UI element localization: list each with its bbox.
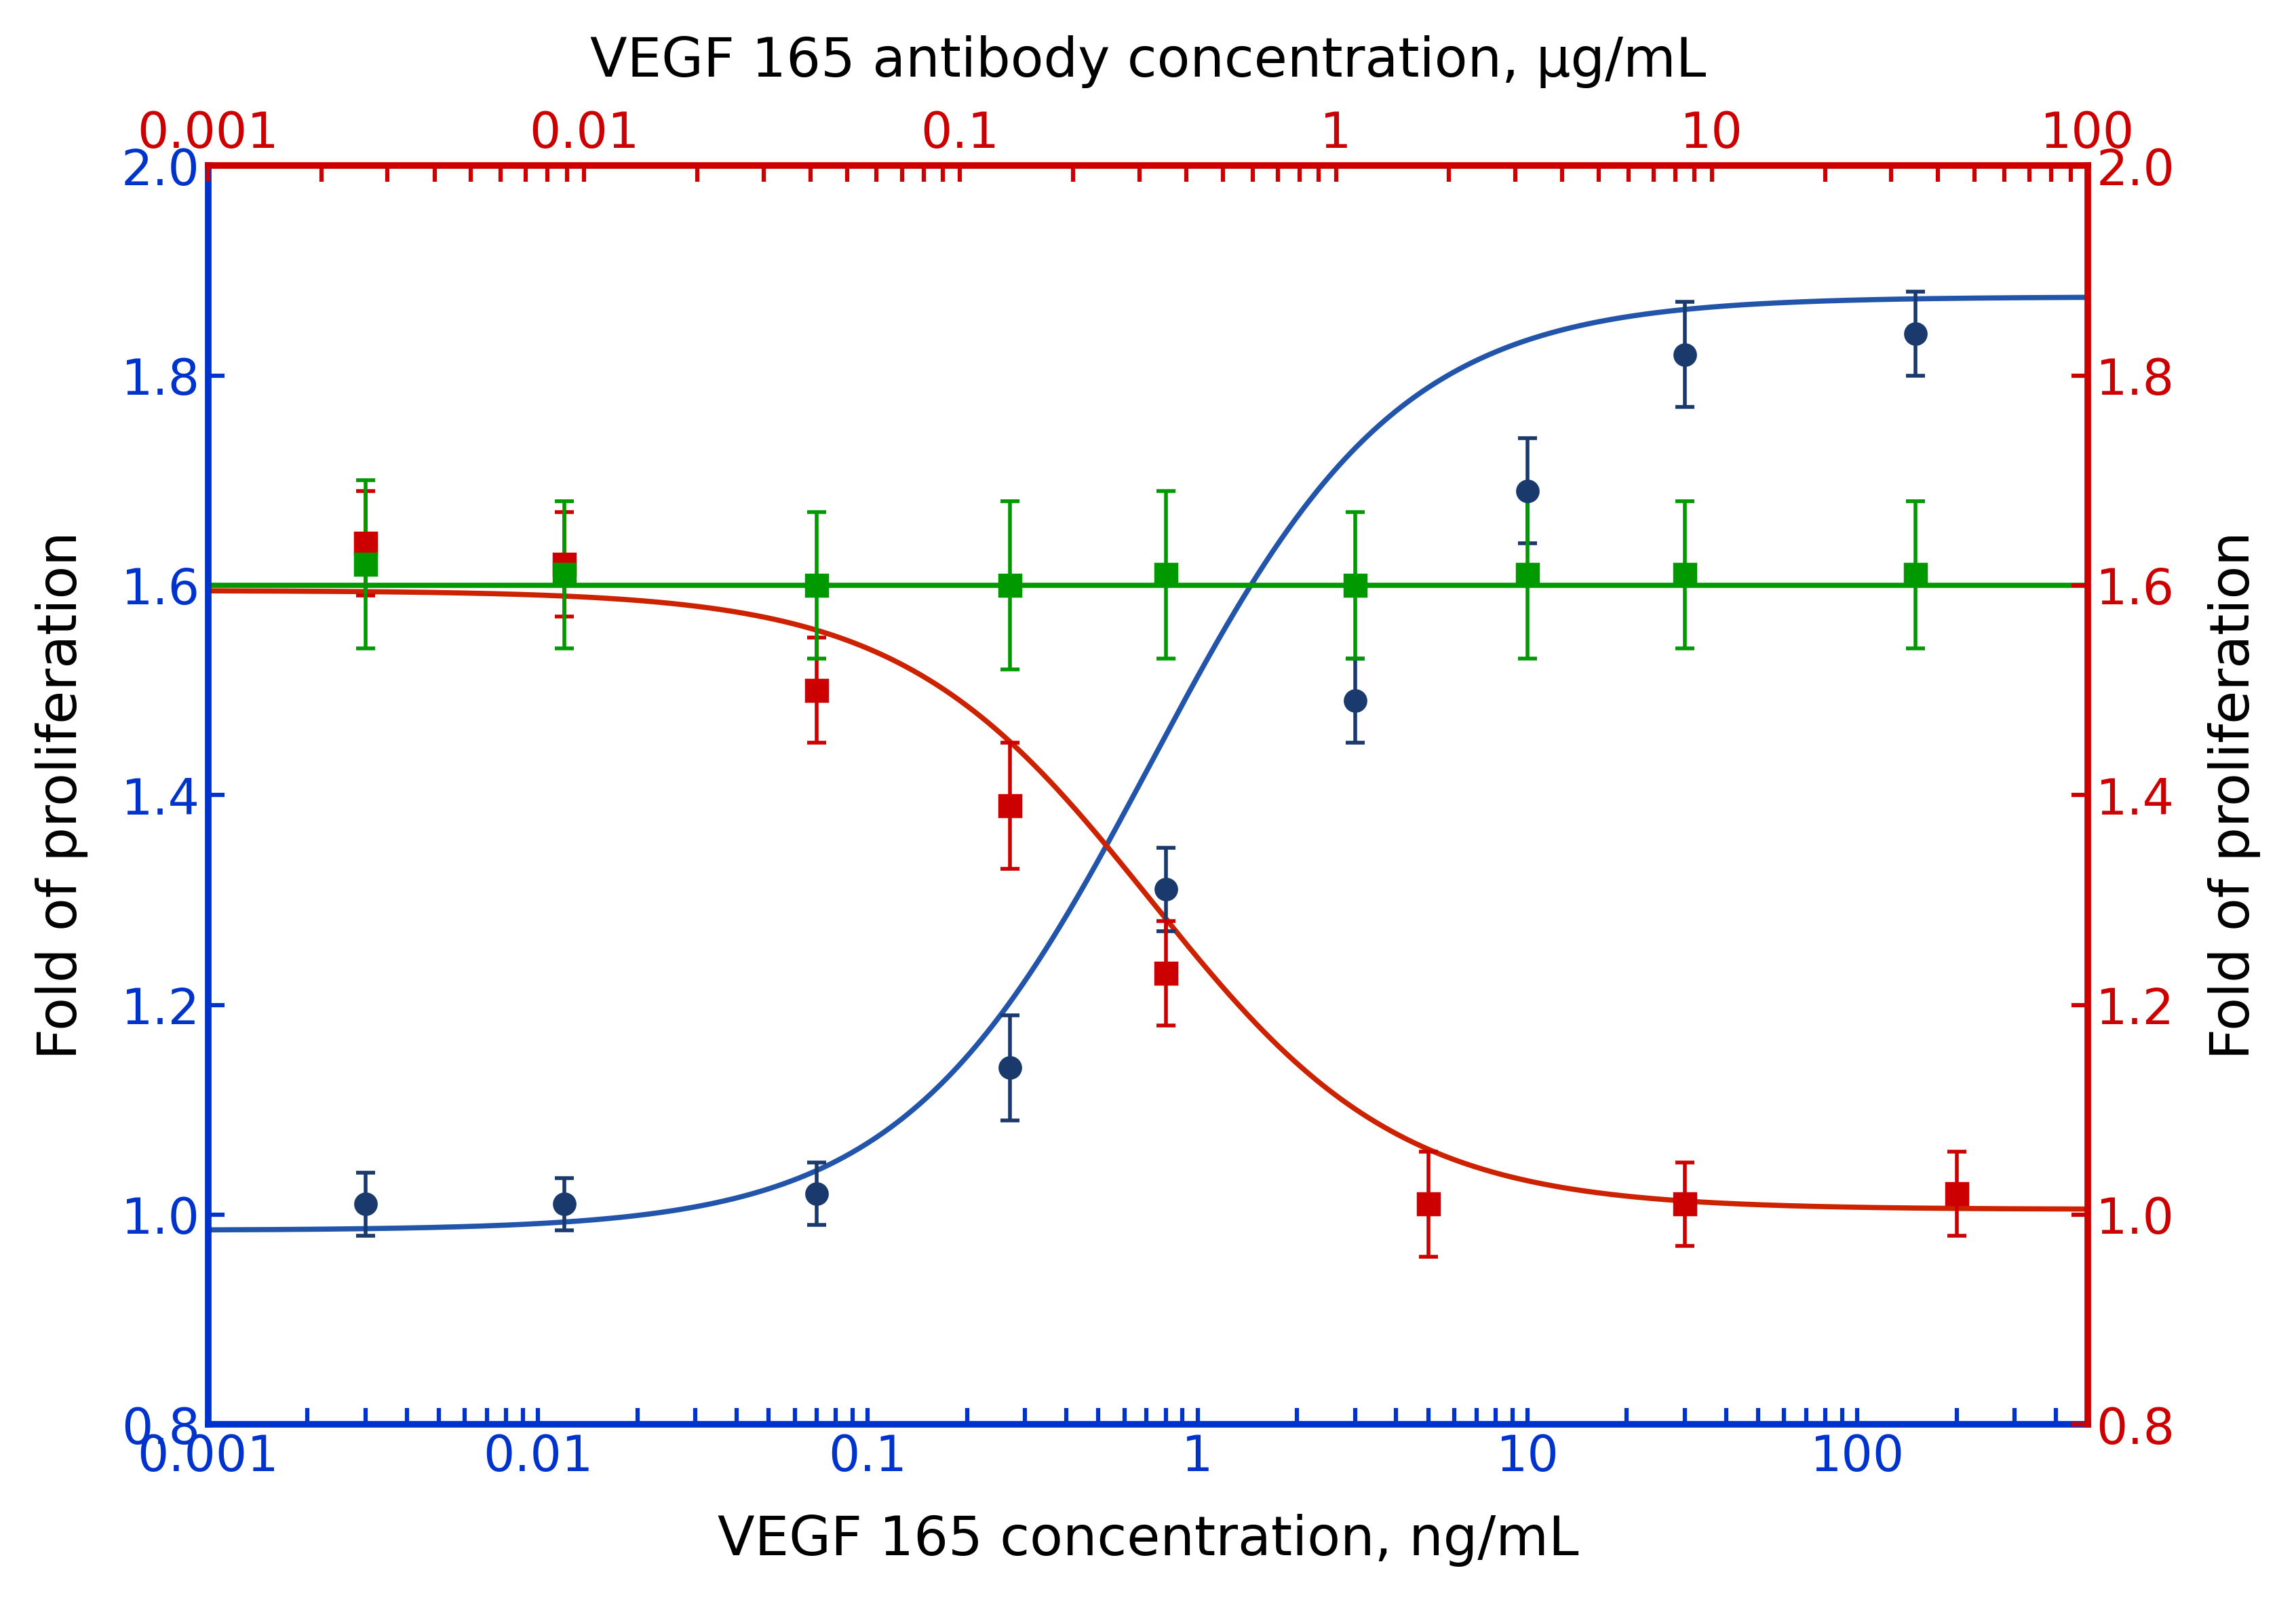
- X-axis label: VEGF 165 antibody concentration, μg/mL: VEGF 165 antibody concentration, μg/mL: [590, 35, 1706, 88]
- X-axis label: VEGF 165 concentration, ng/mL: VEGF 165 concentration, ng/mL: [716, 1514, 1580, 1567]
- Y-axis label: Fold of proliferation: Fold of proliferation: [34, 532, 87, 1059]
- Y-axis label: Fold of proliferation: Fold of proliferation: [2209, 532, 2262, 1059]
